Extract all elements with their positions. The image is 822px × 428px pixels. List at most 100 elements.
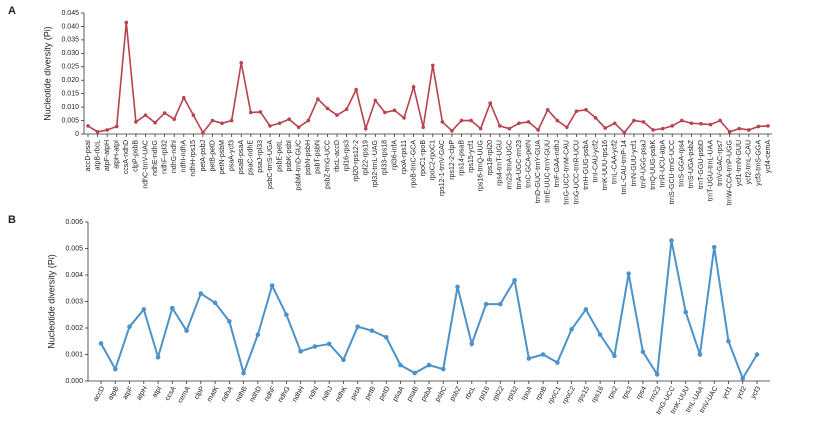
data-point <box>626 271 631 276</box>
x-tick-label: clpP-psbB <box>133 140 140 172</box>
data-point <box>430 63 435 68</box>
data-point <box>640 349 646 355</box>
x-tick-label: rpl22 <box>492 385 506 402</box>
data-point <box>383 334 389 340</box>
data-point <box>565 125 569 130</box>
data-point <box>296 125 301 130</box>
x-tick-label: rpl16-rps3 <box>343 140 350 172</box>
x-tick-label: psbC <box>434 385 448 403</box>
x-tick-label: psaB-psaA <box>238 140 245 175</box>
x-tick-label: clpP <box>193 385 206 401</box>
data-point <box>184 328 189 333</box>
x-tick-label: trnN-GUU-ycf1 <box>631 140 638 186</box>
x-tick-label: rpoA-rps11 <box>401 140 408 174</box>
series-line <box>87 22 769 135</box>
data-point <box>95 130 100 134</box>
data-point <box>134 120 138 124</box>
x-tick-label: trnI-CAU-ycf2 <box>592 140 599 183</box>
x-tick-label: psbZ <box>449 385 463 403</box>
data-point <box>170 305 175 311</box>
x-tick-label: ndhB <box>235 385 249 403</box>
data-point <box>597 332 603 337</box>
x-tick-label: trnP-UGG-psaJ <box>640 140 647 188</box>
data-point <box>411 85 416 89</box>
x-tick-label: trnC-GCA-petN <box>525 140 532 188</box>
y-tick-label: 0 <box>75 131 79 138</box>
y-tick-label: 0.005 <box>65 245 83 252</box>
x-tick-label: psbA <box>420 385 434 403</box>
x-tick-label: ccsA-ndhD <box>123 140 130 174</box>
data-point <box>162 111 167 115</box>
x-tick-label: ycf3 <box>750 385 763 400</box>
x-tick-label: ndhJ <box>321 385 335 402</box>
data-point <box>335 113 339 117</box>
data-point <box>498 124 502 128</box>
x-tick-label: rps2 <box>607 385 620 400</box>
data-point <box>583 307 589 312</box>
data-point <box>536 128 540 132</box>
x-tick-label: cemA <box>177 385 192 404</box>
x-tick-label: trnE-UUC-trnY-GUU <box>545 140 552 203</box>
data-point <box>747 128 751 132</box>
x-tick-label: ndhG-ndhI <box>171 140 178 173</box>
x-tick-label: psbZ-trnG-UCC <box>324 140 331 189</box>
x-tick-label: rpoB <box>535 385 549 402</box>
data-point <box>143 113 148 117</box>
data-point <box>660 126 665 131</box>
data-point <box>526 356 532 361</box>
x-tick-label: trnG-UCC-trnM-CAU <box>564 140 571 205</box>
x-tick-label: atpH-atpI <box>114 140 121 169</box>
data-point <box>268 124 272 128</box>
data-point <box>612 121 617 126</box>
x-tick-label: ndhK <box>335 385 349 403</box>
data-point <box>669 238 674 243</box>
x-tick-label: rps14-psaB <box>458 140 465 176</box>
x-tick-label: petA <box>350 385 363 401</box>
y-tick-label: 0.020 <box>61 77 79 84</box>
data-point <box>737 126 742 131</box>
x-tick-label: trnT-GGU-psbD <box>698 140 705 189</box>
x-tick-label: petD <box>378 385 391 401</box>
y-tick-label: 0.004 <box>65 272 83 279</box>
x-tick-label: ndhF <box>263 385 277 402</box>
data-point <box>459 118 464 123</box>
data-point <box>398 362 403 368</box>
data-point <box>740 376 746 381</box>
data-point <box>603 126 607 130</box>
data-point <box>363 126 368 131</box>
data-point <box>469 341 475 347</box>
x-tick-label: rps16 <box>591 385 606 404</box>
data-point <box>383 110 387 115</box>
data-point <box>287 117 291 122</box>
x-tick-label: psbK-psbI <box>286 140 293 172</box>
data-point <box>718 118 722 123</box>
data-point <box>341 357 346 363</box>
x-tick-label: ycf2 <box>736 385 749 400</box>
x-tick-label: ycf3-trnS-GGA <box>755 140 762 186</box>
x-tick-label: psaJ-rpl33 <box>257 140 264 173</box>
x-tick-label: psaA <box>392 385 406 403</box>
y-axis-label: Nucleotide diversity (Pi) <box>46 254 56 349</box>
data-point <box>181 95 186 100</box>
data-point <box>241 370 246 376</box>
x-tick-label: atpH <box>136 385 149 401</box>
data-point <box>210 118 215 123</box>
data-point <box>483 301 489 307</box>
x-tick-label: trnK-UUU-rps16 <box>602 140 609 190</box>
x-tick-label: psbE-petL <box>276 140 283 172</box>
y-tick-label: 0.010 <box>61 104 79 111</box>
data-point <box>766 124 770 128</box>
x-tick-label: rps3 <box>621 385 634 400</box>
x-tick-label: ndhA <box>220 385 234 403</box>
x-tick-label: rpl36-infA <box>391 140 398 170</box>
x-tick-label: rpoC1-rpoB <box>420 140 427 177</box>
data-point <box>478 126 483 131</box>
x-tick-label: trnR-UCU-atpA <box>659 140 666 188</box>
data-point <box>269 283 275 288</box>
data-point <box>229 118 234 123</box>
x-tick-label: ndhD <box>249 385 263 403</box>
x-tick-label: trnS-UGA-psbZ <box>688 139 695 188</box>
data-point <box>249 110 253 115</box>
x-tick-label: trnG-UCC-trnR-UCU <box>573 140 580 204</box>
